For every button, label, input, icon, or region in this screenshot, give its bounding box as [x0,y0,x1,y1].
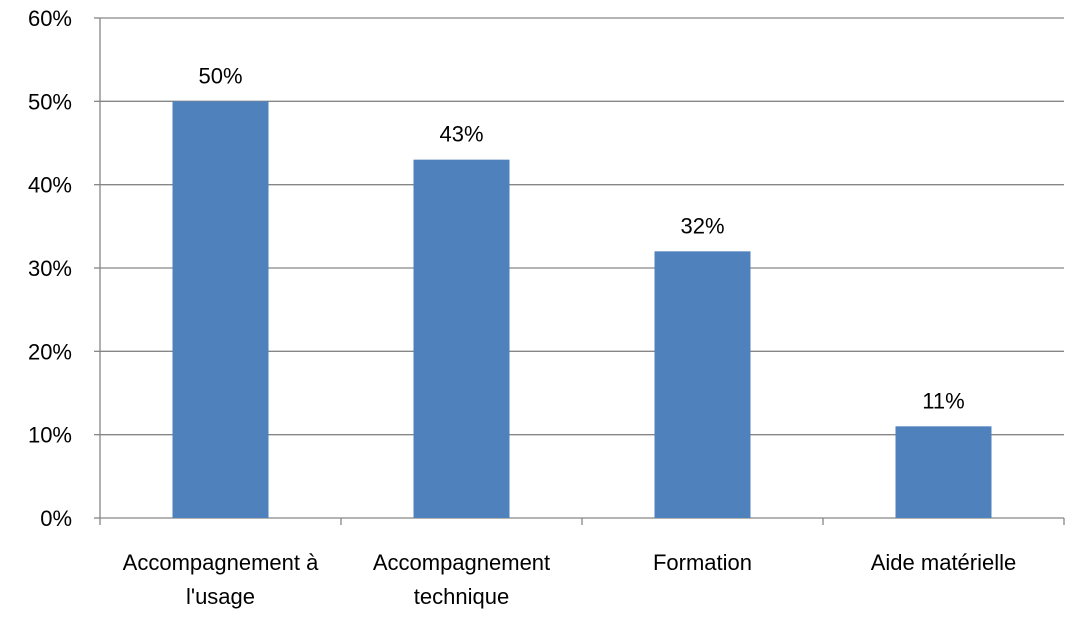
y-tick-label: 0% [40,506,72,531]
y-tick-label: 10% [28,423,72,448]
data-label: 32% [680,213,724,238]
labels: 0% 10% 20% 30% 40% 50% 60% 50% Accompagnement à l… [28,6,1016,609]
y-tick-label: 20% [28,339,72,364]
category-label: Aide matérielle [871,550,1017,575]
bars [172,101,992,519]
bar [895,426,992,518]
bar [172,101,269,518]
data-label: 11% [922,388,964,413]
y-tick-label: 50% [28,89,72,114]
category-label: l'usage [186,584,255,609]
category-label: Accompagnement à [123,550,319,575]
category-label: Accompagnement [373,550,550,575]
bar [654,251,751,519]
y-tick-label: 40% [28,173,72,198]
bar [413,159,510,518]
category-label: technique [414,584,509,609]
data-label: 50% [198,63,242,88]
y-tick-label: 30% [28,256,72,281]
data-label: 43% [439,122,483,147]
y-tick-label: 60% [28,6,72,31]
category-label: Formation [653,550,752,575]
